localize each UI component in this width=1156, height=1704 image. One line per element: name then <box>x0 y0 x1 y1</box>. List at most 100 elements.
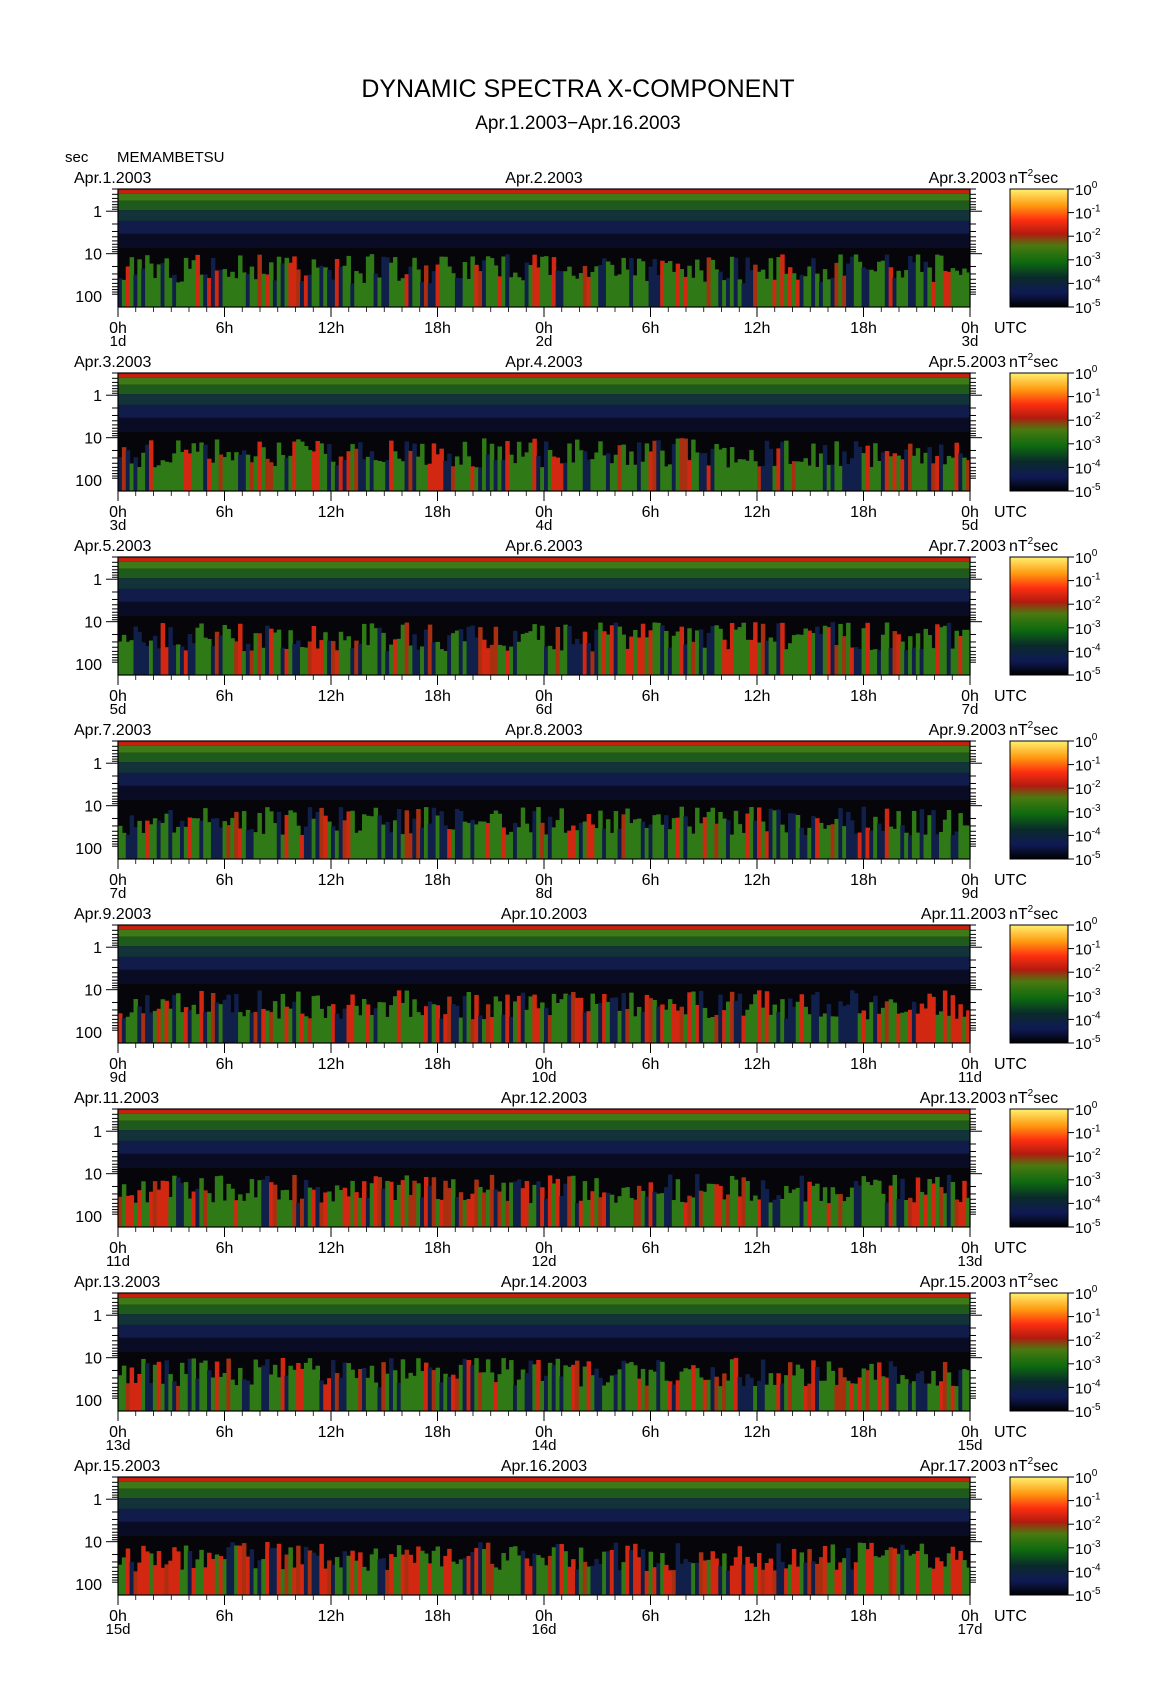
spectrogram-column <box>764 1188 770 1227</box>
spectrogram-column <box>919 1191 925 1227</box>
spectrogram-column <box>695 807 700 859</box>
spectrogram-column <box>877 1362 882 1411</box>
spectrogram-column <box>319 1380 324 1411</box>
spectrogram-column <box>358 1552 363 1595</box>
spectrogram-column <box>718 1386 723 1411</box>
spectrogram-column <box>834 818 839 859</box>
spectrogram-column <box>958 453 963 491</box>
x-tick-label: 0h <box>535 1424 553 1441</box>
spectrogram-column <box>602 455 607 491</box>
spectrogram-column <box>896 1383 901 1411</box>
spectrogram-band <box>118 1324 970 1338</box>
spectrogram-column <box>942 1361 948 1411</box>
spectrogram-column <box>648 1369 654 1411</box>
spectrogram-column <box>199 1362 204 1411</box>
spectrogram-column <box>695 1368 700 1411</box>
colorbar-tick-label: 100 <box>1075 1468 1098 1487</box>
spectrogram-column <box>303 275 309 307</box>
spectrogram-column <box>652 258 657 307</box>
spectrogram-column <box>156 465 162 491</box>
spectrogram-column <box>822 1013 828 1043</box>
spectrogram-column <box>714 1184 719 1227</box>
spectrogram-column <box>392 1370 398 1411</box>
spectrogram-column <box>931 1568 936 1595</box>
spectrogram-column <box>121 279 127 307</box>
spectrogram-column <box>869 830 874 859</box>
spectrogram-column <box>377 1387 382 1411</box>
spectrogram-column <box>125 641 131 675</box>
spectrogram-column <box>319 1543 324 1595</box>
spectrogram-band <box>118 1314 970 1325</box>
spectrogram-column <box>939 255 944 307</box>
spectrogram-column <box>303 1362 309 1411</box>
spectrogram-column <box>412 634 417 675</box>
spectrogram-column <box>695 452 700 491</box>
spectrogram-column <box>516 1379 522 1411</box>
spectrogram-column <box>939 1011 944 1043</box>
spectrogram-column <box>718 994 723 1043</box>
spectrogram-column <box>958 1004 963 1043</box>
spectrogram-column <box>586 1011 592 1043</box>
spectrogram-column <box>865 445 870 491</box>
spectrogram-column <box>396 1184 402 1227</box>
spectrogram-column <box>148 1553 154 1595</box>
spectrogram-column <box>946 622 952 675</box>
spectrogram-column <box>145 820 150 859</box>
spectrogram-column <box>799 827 805 859</box>
spectrogram-column <box>935 1385 940 1411</box>
spectrogram-column <box>199 990 204 1043</box>
spectrogram-column <box>935 455 940 491</box>
spectrogram-column <box>392 451 398 491</box>
spectrogram-column <box>311 1189 317 1227</box>
spectrogram-column <box>911 455 917 491</box>
colorbar-tick-label: 10-1 <box>1075 940 1101 959</box>
spectrogram-column <box>791 1006 797 1043</box>
spectrogram-column <box>497 644 502 675</box>
spectrogram-column <box>210 818 216 859</box>
spectrogram-column <box>381 824 386 859</box>
spectrogram-column <box>776 623 781 675</box>
day-label-mid: 8d <box>536 885 553 902</box>
spectrogram-column <box>636 442 642 491</box>
spectrogram-column <box>396 458 402 491</box>
spectrogram-column <box>168 627 173 675</box>
spectrogram-column <box>764 640 770 675</box>
spectrogram-band <box>118 220 970 234</box>
spectrogram-column <box>807 1181 812 1227</box>
spectrogram-column <box>272 1184 278 1227</box>
spectrogram-column <box>563 1551 568 1595</box>
spectrogram-column <box>412 257 417 307</box>
x-tick-label: 18h <box>850 1608 877 1625</box>
spectrogram-column <box>640 1190 646 1227</box>
spectrogram-column <box>307 807 313 859</box>
spectrogram-column <box>137 259 142 307</box>
spectrogram-column <box>249 1012 255 1043</box>
spectrogram-column <box>652 1371 657 1411</box>
spectrogram-column <box>532 624 537 675</box>
spectrogram-column <box>288 262 293 307</box>
spectrogram-column <box>222 821 228 859</box>
spectrogram-band <box>118 384 970 395</box>
spectrogram-column <box>582 821 588 859</box>
station-label: MEMAMBETSU <box>117 149 225 166</box>
spectrogram-column <box>404 274 410 307</box>
spectrogram-column <box>849 1569 855 1595</box>
spectrogram-column <box>962 457 967 491</box>
spectrogram-column <box>842 451 847 491</box>
spectrogram-column <box>296 439 301 491</box>
spectrogram-column <box>605 1382 611 1411</box>
spectrogram-column <box>710 1016 715 1043</box>
spectrogram-column <box>447 266 452 307</box>
spectrogram-column <box>536 455 541 491</box>
spectrogram-column <box>722 1010 727 1043</box>
spectrogram-column <box>563 1183 568 1227</box>
spectrogram-column <box>478 271 483 307</box>
spectrogram-column <box>795 634 801 675</box>
spectrogram-column <box>172 1547 177 1595</box>
spectrogram-column <box>567 1176 572 1227</box>
spectrogram-column <box>350 283 355 307</box>
spectrogram-column <box>683 644 688 675</box>
spectrogram-column <box>462 262 468 307</box>
spectrogram-column <box>760 465 766 491</box>
x-tick-label: 0h <box>961 688 979 705</box>
